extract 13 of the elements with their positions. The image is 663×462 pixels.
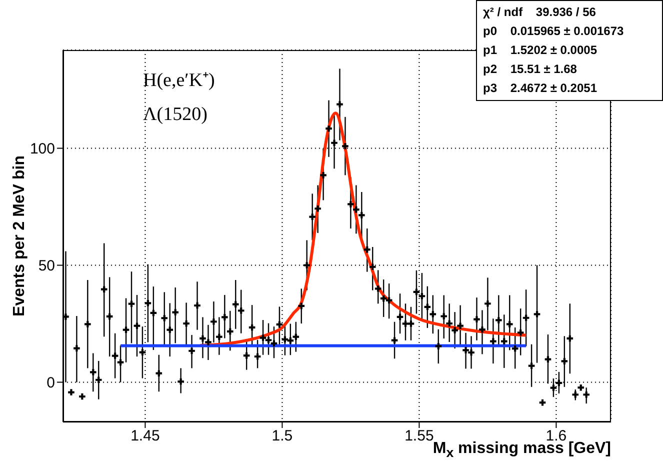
annotation: p1 1.5202 ± 0.0005 [483,42,598,59]
y-tick-label: 100 [30,140,55,158]
stats-box: χ² / ndf 39.936 / 56 p0 0.015965 ± 0.001673 p1 1.5202 ± 0.0005 p2 15.51 ± 1.68 p3 2.4672 ± 0.2051 [476,0,663,101]
annotation: Λ(1520) [143,104,208,126]
y-tick-label: 0 [46,374,55,392]
annotation: p3 2.4672 ± 0.2051 [483,80,598,97]
annotation: p2 15.51 ± 1.68 [483,61,578,78]
y-tick-label: 50 [38,258,55,275]
x-tick-label: 1.5 [272,428,293,445]
y-axis-title: Events per 2 MeV bin [11,156,29,316]
x-tick-label: 1.55 [404,428,434,445]
annotation: H(e,e′K⁺) [143,69,215,92]
x-tick-label: 1.45 [130,428,160,445]
